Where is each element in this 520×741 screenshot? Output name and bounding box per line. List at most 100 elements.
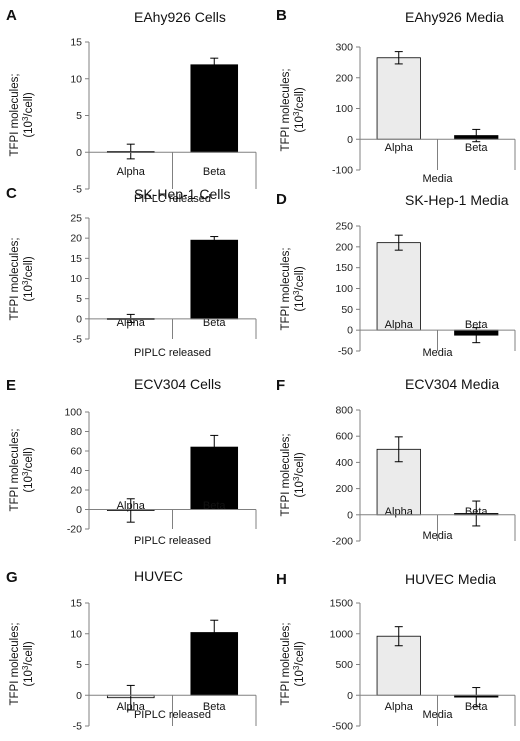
x-tick-label: Beta bbox=[465, 701, 489, 713]
y-axis-label-line1: TFPI molecules; bbox=[9, 428, 21, 511]
y-axis-label-sup: 3 bbox=[21, 665, 30, 670]
x-tick-label: Beta bbox=[465, 506, 489, 518]
panel-letter: D bbox=[276, 191, 287, 208]
y-tick-label: 20 bbox=[70, 485, 82, 497]
y-axis-label-line2: (10 bbox=[294, 670, 306, 687]
x-tick-label: Beta bbox=[203, 500, 227, 512]
y-tick-label: 15 bbox=[70, 598, 82, 610]
y-tick-label: 0 bbox=[76, 690, 82, 702]
x-tick-label: Alpha bbox=[385, 701, 414, 713]
y-tick-label: 0 bbox=[76, 313, 82, 325]
y-axis-label-line1: TFPI molecules; bbox=[280, 622, 292, 705]
y-tick-label: 80 bbox=[70, 426, 82, 438]
panel-letter: A bbox=[6, 7, 17, 24]
y-tick-label: -50 bbox=[338, 346, 353, 358]
y-axis-label: TFPI molecules; (103/cell) bbox=[280, 433, 306, 516]
y-tick-label: 60 bbox=[70, 446, 82, 458]
x-tick-label: Alpha bbox=[117, 500, 146, 512]
y-tick-label: 400 bbox=[335, 457, 353, 469]
y-tick-label: 100 bbox=[64, 407, 82, 419]
panel-letter: G bbox=[6, 569, 18, 586]
panel-letter: F bbox=[276, 377, 285, 394]
y-tick-label: 5 bbox=[76, 110, 82, 122]
y-tick-label: 100 bbox=[335, 103, 353, 115]
y-tick-label: 200 bbox=[335, 72, 353, 84]
y-tick-label: 250 bbox=[335, 221, 353, 233]
chart-panel-g: G HUVEC TFPI molecules; (103/cell) -5 0 5 10 15 A… bbox=[6, 568, 257, 733]
y-axis-label-line1: TFPI molecules; bbox=[280, 247, 292, 330]
y-tick-label: 15 bbox=[70, 253, 82, 265]
y-axis-label: TFPI molecules; (103/cell) bbox=[9, 622, 35, 705]
y-axis-label-line2-end: /cell) bbox=[294, 87, 306, 111]
y-axis-label-sup: 3 bbox=[292, 665, 301, 670]
y-tick-label: 600 bbox=[335, 431, 353, 443]
chart-panel-a: A EAhy926 Cells TFPI molecules; (103/cell) -… bbox=[6, 7, 257, 205]
x-axis-label: PIPLC released bbox=[134, 709, 211, 721]
bar-alpha bbox=[376, 242, 421, 331]
y-axis-label-line2-end: /cell) bbox=[23, 641, 35, 665]
y-axis-label-line2: (10 bbox=[23, 121, 35, 138]
chart-title: SK-Hep-1 Media bbox=[405, 192, 509, 208]
x-axis-label: PIPLC released bbox=[134, 535, 211, 547]
chart-title: SK-Hep-1 Cells bbox=[134, 186, 230, 202]
y-axis-label-line2-end: /cell) bbox=[23, 92, 35, 116]
y-tick-label: 0 bbox=[347, 134, 353, 146]
chart-title: ECV304 Cells bbox=[134, 376, 221, 392]
y-axis-label-sup: 3 bbox=[21, 471, 30, 476]
x-axis-label: PIPLC released bbox=[134, 193, 211, 205]
y-tick-label: -500 bbox=[332, 721, 353, 733]
y-axis-label-line2: (10 bbox=[23, 670, 35, 687]
bar-alpha bbox=[376, 57, 421, 140]
x-tick-label: Beta bbox=[465, 319, 489, 331]
y-tick-label: -100 bbox=[332, 165, 353, 177]
y-axis-label: TFPI molecules; (103/cell) bbox=[280, 622, 306, 705]
x-axis-label: Media bbox=[423, 709, 454, 721]
y-tick-label: 5 bbox=[76, 659, 82, 671]
y-axis-label-line1: TFPI molecules; bbox=[9, 237, 21, 320]
y-tick-label: 500 bbox=[335, 659, 353, 671]
y-tick-label: 150 bbox=[335, 262, 353, 274]
y-tick-label: 800 bbox=[335, 405, 353, 417]
x-axis-label: Media bbox=[423, 530, 454, 542]
y-tick-label: 200 bbox=[335, 241, 353, 253]
x-tick-label: Alpha bbox=[385, 506, 414, 518]
y-tick-label: 5 bbox=[76, 293, 82, 305]
y-tick-label: -200 bbox=[332, 536, 353, 548]
panel-letter: E bbox=[6, 377, 16, 394]
chart-title: HUVEC bbox=[134, 568, 183, 584]
y-tick-label: 0 bbox=[347, 509, 353, 521]
y-axis-label: TFPI molecules; (103/cell) bbox=[280, 68, 306, 151]
y-axis-label: TFPI molecules; (103/cell) bbox=[280, 247, 306, 330]
y-axis-label-line2-end: /cell) bbox=[294, 641, 306, 665]
y-tick-label: 10 bbox=[70, 273, 82, 285]
y-axis-label-line2-end: /cell) bbox=[23, 447, 35, 471]
chart-title: HUVEC Media bbox=[405, 571, 496, 587]
y-tick-label: 0 bbox=[347, 325, 353, 337]
y-axis-label-sup: 3 bbox=[292, 290, 301, 295]
chart-panel-b: B EAhy926 Media TFPI molecules; (103/cell) -… bbox=[276, 7, 516, 185]
y-tick-label: -20 bbox=[67, 524, 82, 536]
chart-panel-e: E ECV304 Cells TFPI molecules; (103/cell) -2… bbox=[6, 376, 257, 547]
x-tick-label: Alpha bbox=[117, 317, 146, 329]
y-tick-label: 100 bbox=[335, 283, 353, 295]
y-axis-label-line2: (10 bbox=[294, 481, 306, 498]
x-axis-label: PIPLC released bbox=[134, 347, 211, 359]
y-axis-label: TFPI molecules; (103/cell) bbox=[9, 428, 35, 511]
x-tick-label: Alpha bbox=[117, 701, 146, 713]
y-tick-label: 20 bbox=[70, 233, 82, 245]
y-axis-label-sup: 3 bbox=[292, 111, 301, 116]
panel-letter: B bbox=[276, 7, 287, 24]
bar-beta bbox=[190, 64, 239, 153]
y-axis-label-sup: 3 bbox=[292, 476, 301, 481]
panel-letter: C bbox=[6, 185, 17, 202]
y-tick-label: 10 bbox=[70, 628, 82, 640]
y-axis-label-line1: TFPI molecules; bbox=[9, 622, 21, 705]
y-axis-label-line2: (10 bbox=[294, 116, 306, 133]
y-axis-label-line2-end: /cell) bbox=[294, 266, 306, 290]
chart-title: ECV304 Media bbox=[405, 376, 499, 392]
y-axis-label-line2: (10 bbox=[23, 476, 35, 493]
y-tick-label: 10 bbox=[70, 73, 82, 85]
y-axis-label-sup: 3 bbox=[21, 280, 30, 285]
y-tick-label: 0 bbox=[76, 147, 82, 159]
